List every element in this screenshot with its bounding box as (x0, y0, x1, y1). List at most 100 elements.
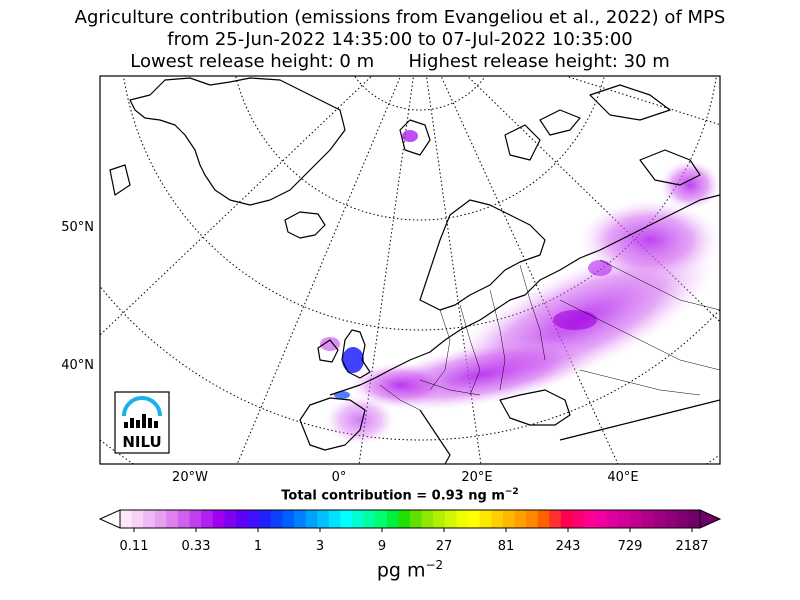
colorbar-cell (236, 510, 248, 528)
iberia-coast (299, 397, 366, 451)
colorbar-cell (352, 510, 364, 528)
logo-text: NILU (122, 433, 161, 451)
colorbar-cell (259, 510, 272, 528)
colorbar-cell (398, 510, 411, 528)
colorbar-cell (433, 510, 446, 528)
colorbar-cell (201, 510, 214, 528)
colorbar-cell (444, 510, 457, 528)
total-contribution-sup: −2 (504, 487, 519, 497)
lowest-release-height: Lowest release height: 0 m (130, 51, 375, 72)
black-sea-coast (499, 389, 571, 426)
colorbar-max-extension (699, 509, 722, 529)
colorbar-cell (317, 510, 330, 528)
lon-label-40e: 40°E (607, 470, 638, 485)
europe-coast (329, 194, 720, 396)
colorbar-cell (630, 510, 643, 528)
concentration-field (320, 130, 720, 445)
lon-label-20w: 20°W (172, 470, 208, 485)
colorbar-tick-label: 0.33 (182, 539, 211, 554)
colorbar-cell (154, 510, 167, 528)
colorbar-cell (166, 510, 179, 528)
colorbar-cell (665, 510, 678, 528)
svalbard-coast (399, 119, 431, 156)
colorbar-cell (688, 510, 701, 528)
colorbar-tick-label: 81 (498, 539, 515, 554)
colorbar-cell (456, 510, 469, 528)
total-contribution: Total contribution = 0.93 ng m−2 (0, 487, 800, 503)
lat-label-50n: 50°N (61, 220, 94, 235)
colorbar-cell (328, 510, 341, 528)
italy-coast (419, 409, 451, 464)
total-contribution-label: Total contribution = 0.93 ng m (281, 488, 505, 504)
colorbar-cell (120, 510, 132, 528)
colorbar-cell (642, 510, 654, 528)
colorbar-cell (189, 510, 202, 528)
colorbar-tick-label: 0.11 (120, 539, 149, 554)
colorbar-cell (247, 510, 260, 528)
colorbar-cell (572, 510, 585, 528)
colorbar-cell (178, 510, 190, 528)
meridian-80e (564, 76, 720, 126)
nilu-logo: NILU (114, 391, 170, 454)
colorbar-cell (212, 510, 225, 528)
colorbar-tick-label: 729 (618, 539, 643, 554)
colorbar-cell (375, 510, 388, 528)
title-line-2: from 25-Jun-2022 14:35:00 to 07-Jul-2022… (167, 29, 633, 50)
colorbar-tick-label: 243 (556, 539, 581, 554)
colorbar-cell (340, 510, 353, 528)
colorbar-tick-label: 27 (436, 539, 453, 554)
colorbar-tick-label: 2187 (675, 539, 708, 554)
lon-label-20e: 20°E (461, 470, 492, 485)
greenland-coast (129, 77, 346, 206)
colorbar-cell (282, 510, 295, 528)
colorbar-cell (224, 510, 237, 528)
colorbar-cell (653, 510, 666, 528)
title-line-1: Agriculture contribution (emissions from… (74, 7, 726, 28)
ireland-coast (317, 339, 339, 363)
colorbar-cell (676, 510, 689, 528)
southern-coast (559, 399, 720, 441)
colorbar-cell (514, 510, 527, 528)
colorbar-cell (131, 510, 144, 528)
colorbar-cell (491, 510, 504, 528)
colorbar-cell (468, 510, 480, 528)
highest-release-height: Highest release height: 30 m (408, 51, 670, 72)
colorbar-cell (270, 510, 283, 528)
meridian-40w (100, 76, 373, 336)
franz-josef-coast (539, 109, 581, 136)
colorbar-cell (537, 510, 550, 528)
colorbar-cell (143, 510, 156, 528)
colorbar-cell (421, 510, 434, 528)
map-frame (99, 75, 721, 465)
colorbar-min-extension (98, 509, 121, 529)
colorbar-cell (502, 510, 515, 528)
coastlines (109, 77, 720, 464)
lat-circle-80 (353, 76, 487, 111)
colorbar-cell (618, 510, 631, 528)
colorbar-units-sup: −2 (425, 558, 444, 572)
scandinavia-coast (419, 199, 546, 311)
colorbar-cell (363, 510, 376, 528)
colorbar-tick-label: 3 (316, 539, 324, 554)
colorbar-cell (595, 510, 608, 528)
title-line-3: Lowest release height: 0 m Highest relea… (0, 51, 800, 73)
colorbar-cell (294, 510, 306, 528)
colorbar-cell (560, 510, 573, 528)
colorbar-cell (584, 510, 596, 528)
colorbar-tick-label: 1 (254, 539, 262, 554)
great-britain-coast (341, 329, 371, 379)
lon-label-0: 0° (332, 470, 347, 485)
novaya-zemlya-coast (589, 84, 671, 121)
canada-coast (109, 164, 131, 196)
colorbar-tick-label: 9 (378, 539, 386, 554)
colorbar-cell (386, 510, 399, 528)
arctic-island-coast (504, 124, 541, 161)
colorbar-cell (410, 510, 422, 528)
colorbar-units-label: pg m (376, 559, 426, 582)
meridian-20w (236, 76, 402, 464)
country-borders (379, 259, 720, 411)
yamal-coast (639, 149, 701, 186)
colorbar-cell (526, 510, 538, 528)
